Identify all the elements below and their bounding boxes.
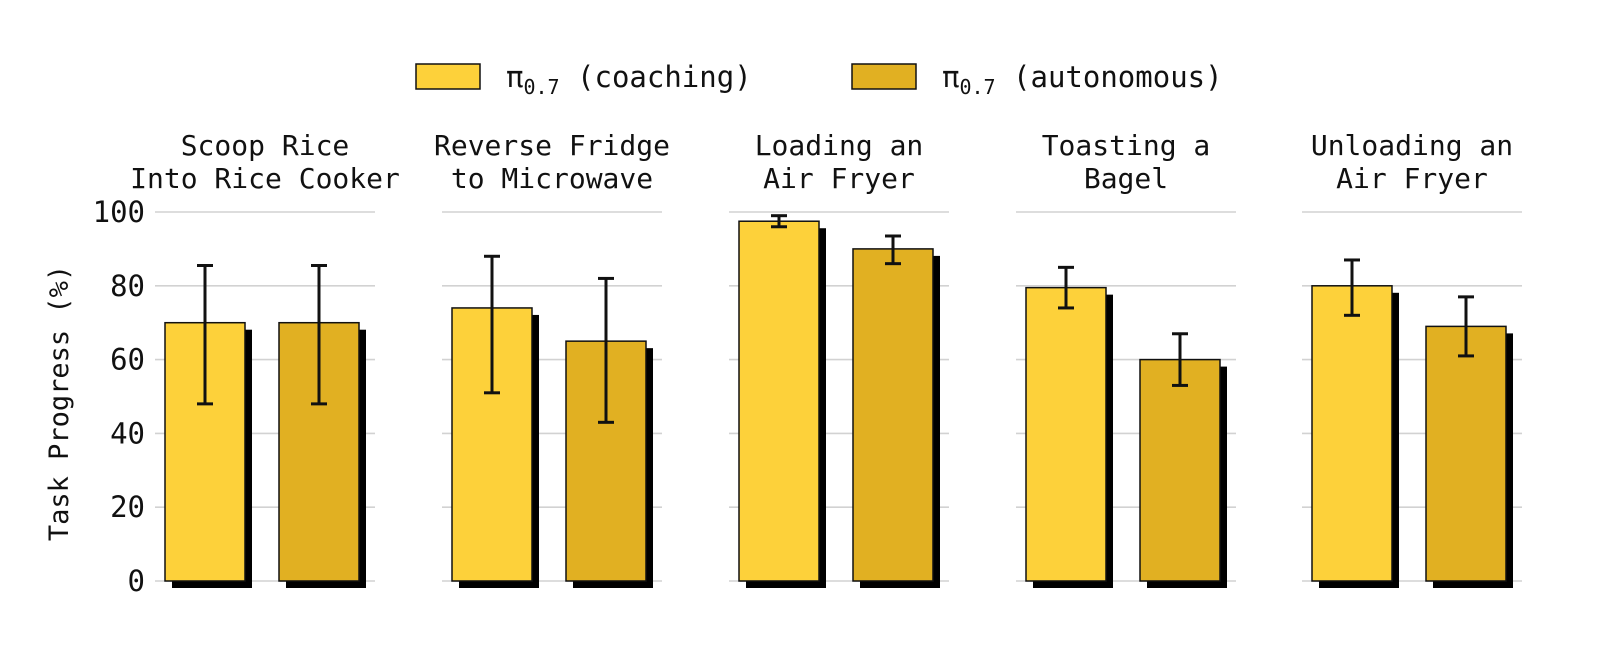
legend-label-symbol: π <box>942 60 959 94</box>
legend-label: π0.7 (autonomous) <box>942 60 1223 99</box>
legend: π0.7 (coaching) π0.7 (autonomous) <box>415 60 1223 99</box>
bar-coaching <box>738 220 820 582</box>
panel-title: Toasting a Bagel <box>1042 129 1211 195</box>
chart-panels: Scoop Rice Into Rice Cooker Reverse Fridge… <box>130 129 1522 588</box>
panel-title-line: Into Rice Cooker <box>130 162 400 195</box>
panel-5: Unloading an Air Fryer <box>1302 129 1522 588</box>
panel-title: Loading an Air Fryer <box>755 129 924 195</box>
panel-title-line: Toasting a <box>1042 129 1211 162</box>
legend-label-subscript: 0.7 <box>959 75 995 99</box>
error-bar-coaching <box>1344 258 1360 317</box>
error-bar-coaching <box>484 254 500 395</box>
legend-swatch <box>415 63 481 90</box>
panel-title-line: Bagel <box>1084 162 1168 195</box>
legend-label-text: (autonomous) <box>996 60 1223 94</box>
panel-4: Toasting a Bagel <box>1016 129 1236 588</box>
panel-title: Unloading an Air Fryer <box>1311 129 1513 195</box>
legend-item-autonomous: π0.7 (autonomous) <box>851 60 1223 99</box>
error-bar-autonomous <box>311 264 327 406</box>
bar-autonomous <box>1139 358 1221 582</box>
panel-1: Scoop Rice Into Rice Cooker <box>130 129 400 588</box>
panel-2: Reverse Fridge to Microwave <box>434 129 670 588</box>
legend-label-text: (coaching) <box>560 60 752 94</box>
error-bar-coaching <box>197 264 213 406</box>
error-bar-coaching <box>771 214 787 229</box>
y-axis-ticks: 0 20 40 60 80 100 <box>93 195 145 598</box>
panel-title-line: Scoop Rice <box>181 129 350 162</box>
y-axis-title: Task Progress (%) <box>44 265 75 541</box>
panel-title: Reverse Fridge to Microwave <box>434 129 670 195</box>
panel-title-line: Loading an <box>755 129 924 162</box>
legend-label-symbol: π <box>506 60 523 94</box>
legend-swatch <box>851 63 917 90</box>
error-bar-autonomous <box>1172 332 1188 387</box>
y-tick-label-60: 60 <box>110 343 145 377</box>
bar-autonomous <box>852 248 934 582</box>
panel-title-line: Air Fryer <box>763 162 915 195</box>
panel-title: Scoop Rice Into Rice Cooker <box>130 129 400 195</box>
panel-3: Loading an Air Fryer <box>729 129 949 588</box>
bar-autonomous <box>1425 325 1507 582</box>
legend-label: π0.7 (coaching) <box>506 60 752 99</box>
y-tick-label-80: 80 <box>110 269 145 303</box>
error-bar-autonomous <box>885 234 901 266</box>
y-tick-label-40: 40 <box>110 416 145 450</box>
legend-label-subscript: 0.7 <box>523 75 559 99</box>
y-tick-label-100: 100 <box>93 195 145 229</box>
error-bar-coaching <box>1058 265 1074 310</box>
panel-title-line: Reverse Fridge <box>434 129 670 162</box>
y-tick-label-20: 20 <box>110 490 145 524</box>
y-tick-label-0: 0 <box>128 564 145 598</box>
panel-title-line: Air Fryer <box>1336 162 1488 195</box>
legend-item-coaching: π0.7 (coaching) <box>415 60 752 99</box>
panel-title-line: Unloading an <box>1311 129 1513 162</box>
bar-coaching <box>1311 285 1393 582</box>
panel-title-line: to Microwave <box>451 162 653 195</box>
error-bar-autonomous <box>598 276 614 424</box>
error-bar-autonomous <box>1458 295 1474 358</box>
bar-coaching <box>1025 286 1107 582</box>
